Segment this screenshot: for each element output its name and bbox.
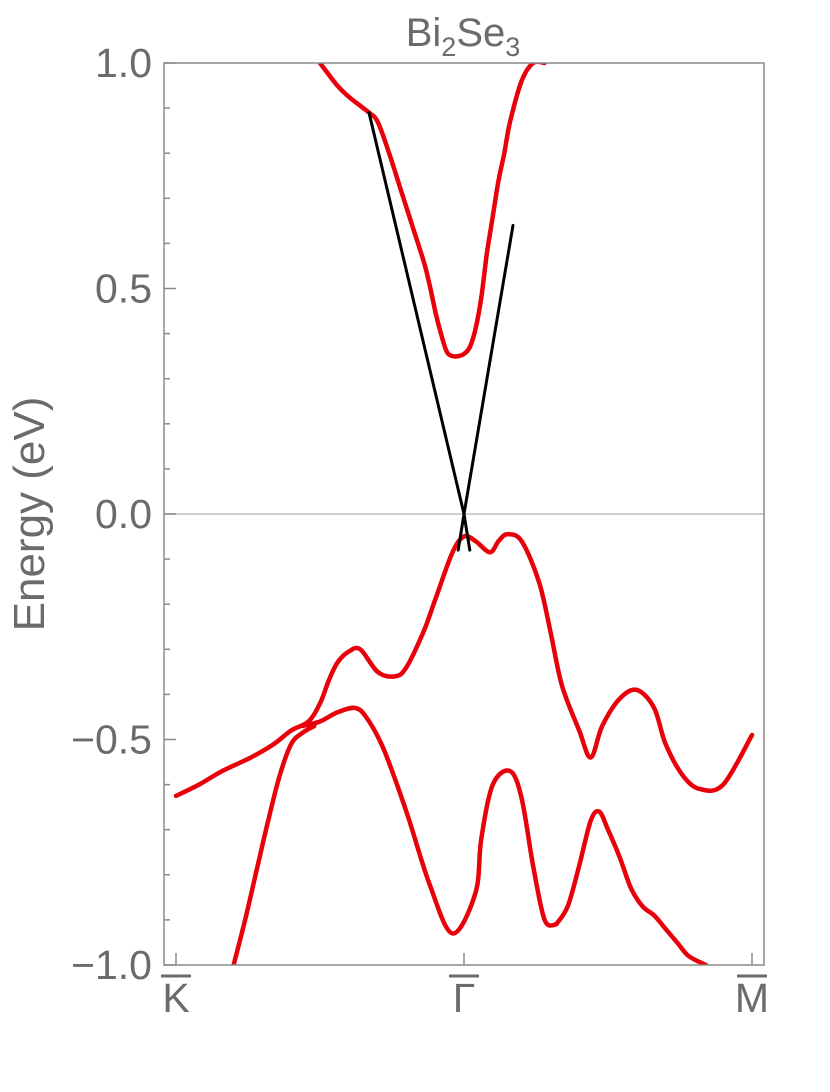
- title-subscript-b: 3: [505, 32, 520, 62]
- surface-state-line-6: [456, 223, 515, 552]
- bulk-band-line-0: [317, 63, 547, 359]
- y-tick-label: 1.0: [95, 40, 152, 86]
- y-tick-label: 0.5: [95, 266, 152, 312]
- y-tick-label: −0.5: [71, 717, 152, 763]
- chart-title: Bi2Se3: [406, 11, 521, 62]
- y-tick-label: 0.0: [95, 491, 152, 537]
- x-tick-label: M: [735, 975, 769, 1021]
- tick-layer: −1.0 −0.5 0.0 0.5 1.0 K Γ M: [71, 40, 769, 1021]
- bulk-band-line-4: [553, 808, 709, 965]
- y-axis-label: Energy (eV): [5, 397, 54, 632]
- surface-state-line-5: [367, 111, 472, 552]
- title-subscript-a: 2: [441, 32, 456, 62]
- y-tick-label: −1.0: [71, 942, 152, 988]
- bulk-band-line-3: [231, 723, 317, 965]
- bulk-band-line-1: [173, 532, 755, 799]
- x-tick-label: K: [162, 975, 189, 1021]
- series-layer: [173, 63, 755, 965]
- bulk-band-line-2: [300, 705, 559, 936]
- x-tick-label: Γ: [453, 975, 476, 1021]
